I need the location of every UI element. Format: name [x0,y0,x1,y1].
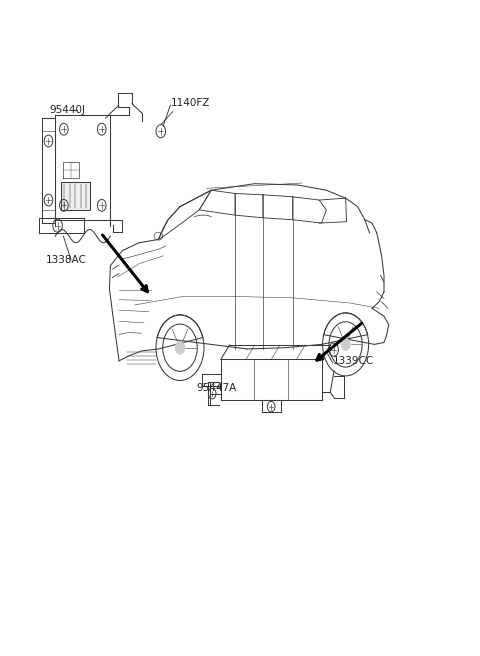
Circle shape [341,338,350,351]
Text: 95440J: 95440J [49,105,85,115]
Text: 95447A: 95447A [197,383,237,394]
Text: 1339CC: 1339CC [333,356,374,366]
Circle shape [175,341,185,354]
FancyBboxPatch shape [61,182,90,210]
Text: 1140FZ: 1140FZ [170,98,210,108]
Text: 1338AC: 1338AC [46,255,86,265]
